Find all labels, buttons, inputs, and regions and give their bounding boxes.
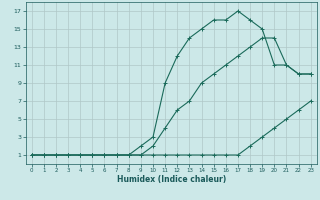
- X-axis label: Humidex (Indice chaleur): Humidex (Indice chaleur): [116, 175, 226, 184]
